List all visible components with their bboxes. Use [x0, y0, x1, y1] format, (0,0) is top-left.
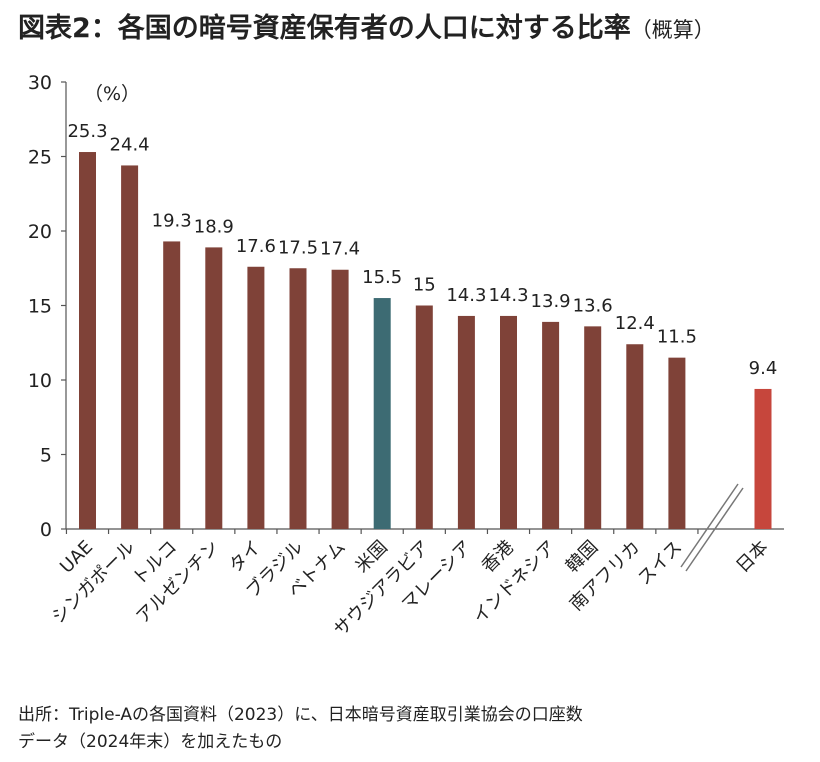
y-tick-label: 20	[28, 221, 52, 243]
bar	[500, 315, 517, 529]
bar	[584, 326, 602, 529]
y-tick-label: 10	[28, 370, 52, 392]
bar	[626, 344, 644, 529]
y-unit-label: （%）	[84, 83, 140, 105]
bar-value-label: 14.3	[488, 285, 528, 306]
bar-value-label: 14.3	[446, 285, 486, 306]
source-line-2: データ（2024年末）を加えたもの	[18, 732, 283, 752]
bar-value-label: 13.9	[531, 291, 571, 312]
y-tick-label: 15	[28, 296, 52, 318]
bar	[457, 315, 475, 529]
bar-value-label: 17.6	[236, 236, 276, 257]
source-line-1: 出所：Triple-Aの各国資料（2023）に、日本暗号資産取引業協会の口座数	[18, 705, 583, 725]
bar	[415, 305, 433, 529]
bar-value-label: 17.4	[320, 239, 360, 260]
bar	[668, 357, 686, 529]
bar	[79, 152, 96, 529]
bar-value-label: 24.4	[110, 134, 150, 155]
chart-title: 図表2：各国の暗号資産保有者の人口に対する比率（概算）	[18, 6, 715, 45]
y-tick-label: 0	[40, 519, 52, 541]
bar-value-label: 15.5	[362, 267, 402, 288]
title-subtitle: （概算）	[630, 18, 715, 42]
y-tick-label: 25	[28, 147, 52, 169]
title-text: 図表2：各国の暗号資産保有者の人口に対する比率	[18, 13, 631, 44]
x-tick-label: スイス	[634, 537, 687, 590]
y-tick-label: 5	[40, 445, 52, 467]
bar-value-label: 12.4	[615, 313, 655, 334]
bar-value-label: 18.9	[194, 216, 234, 237]
bar-value-label: 17.5	[278, 237, 318, 258]
axis-break-mark	[680, 483, 739, 568]
bar-value-label: 11.5	[657, 327, 697, 348]
bar-value-label: 13.6	[573, 295, 613, 316]
bar	[121, 165, 139, 529]
bar-chart: 0 5 10 15 20 25 30 25.324.4 19.3 18.917.6 17.5 17.…	[28, 72, 784, 641]
bar-value-label: 25.3	[67, 121, 107, 142]
bar-value-label: 15	[413, 275, 436, 296]
x-tick-label: 日本	[732, 537, 772, 577]
bar	[163, 241, 181, 529]
bar	[247, 266, 265, 529]
bar	[205, 247, 223, 529]
bar-value-label: 9.4	[749, 358, 778, 379]
bar	[373, 298, 391, 529]
chart-axes: 0 5 10 15 20 25 30	[28, 72, 784, 572]
source-note: 出所：Triple-Aの各国資料（2023）に、日本暗号資産取引業協会の口座数 …	[18, 702, 583, 756]
axis-break-mark	[685, 487, 744, 572]
chart-bars	[79, 152, 772, 529]
chart-value-labels: 25.324.4 19.3 18.917.6 17.5 17.415.5 15 14.3 14…	[67, 121, 777, 379]
bar	[542, 321, 560, 529]
bar	[289, 268, 307, 529]
bar	[754, 388, 772, 529]
bar	[331, 269, 349, 529]
bar-value-label: 19.3	[152, 210, 192, 231]
y-tick-label: 30	[28, 72, 52, 94]
